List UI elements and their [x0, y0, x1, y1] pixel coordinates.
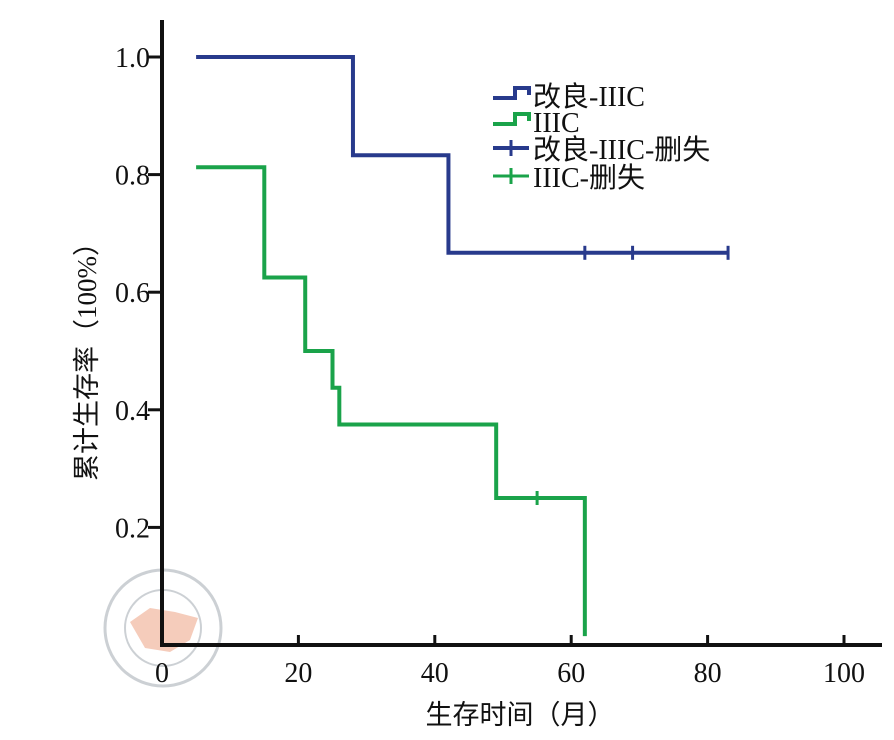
x-axis-label: 生存时间（月）	[426, 700, 615, 730]
axes: 0 20 40 60 80 100 0.2 0.4 0.6 0.8 1.0	[115, 20, 882, 689]
x-tick-label: 100	[823, 658, 865, 689]
survival-curve-iiic	[196, 165, 587, 637]
x-tick-label: 80	[694, 658, 722, 689]
y-axis-label: 累计生存率（100%）	[72, 229, 102, 481]
x-tick-label: 0	[155, 658, 169, 689]
legend-step-icon	[493, 112, 531, 126]
legend-label: 改良-IIIC-删失	[533, 134, 710, 166]
survival-curve-modified-iiic	[196, 55, 729, 255]
x-tick-label: 60	[557, 658, 585, 689]
y-tick-label: 0.4	[115, 396, 150, 427]
y-tick-label: 0.6	[115, 278, 150, 309]
y-tick-label: 1.0	[115, 43, 150, 74]
legend-label: IIIC	[533, 108, 580, 139]
series-layer	[196, 55, 730, 637]
x-tick-label: 20	[284, 658, 312, 689]
y-tick-label: 0.2	[115, 513, 150, 544]
x-tick-label: 40	[421, 658, 449, 689]
legend-label: 改良-IIIC	[533, 81, 645, 113]
legend-step-icon	[493, 86, 531, 100]
y-tick-label: 0.8	[115, 161, 150, 192]
legend-label: IIIC-删失	[533, 162, 645, 194]
